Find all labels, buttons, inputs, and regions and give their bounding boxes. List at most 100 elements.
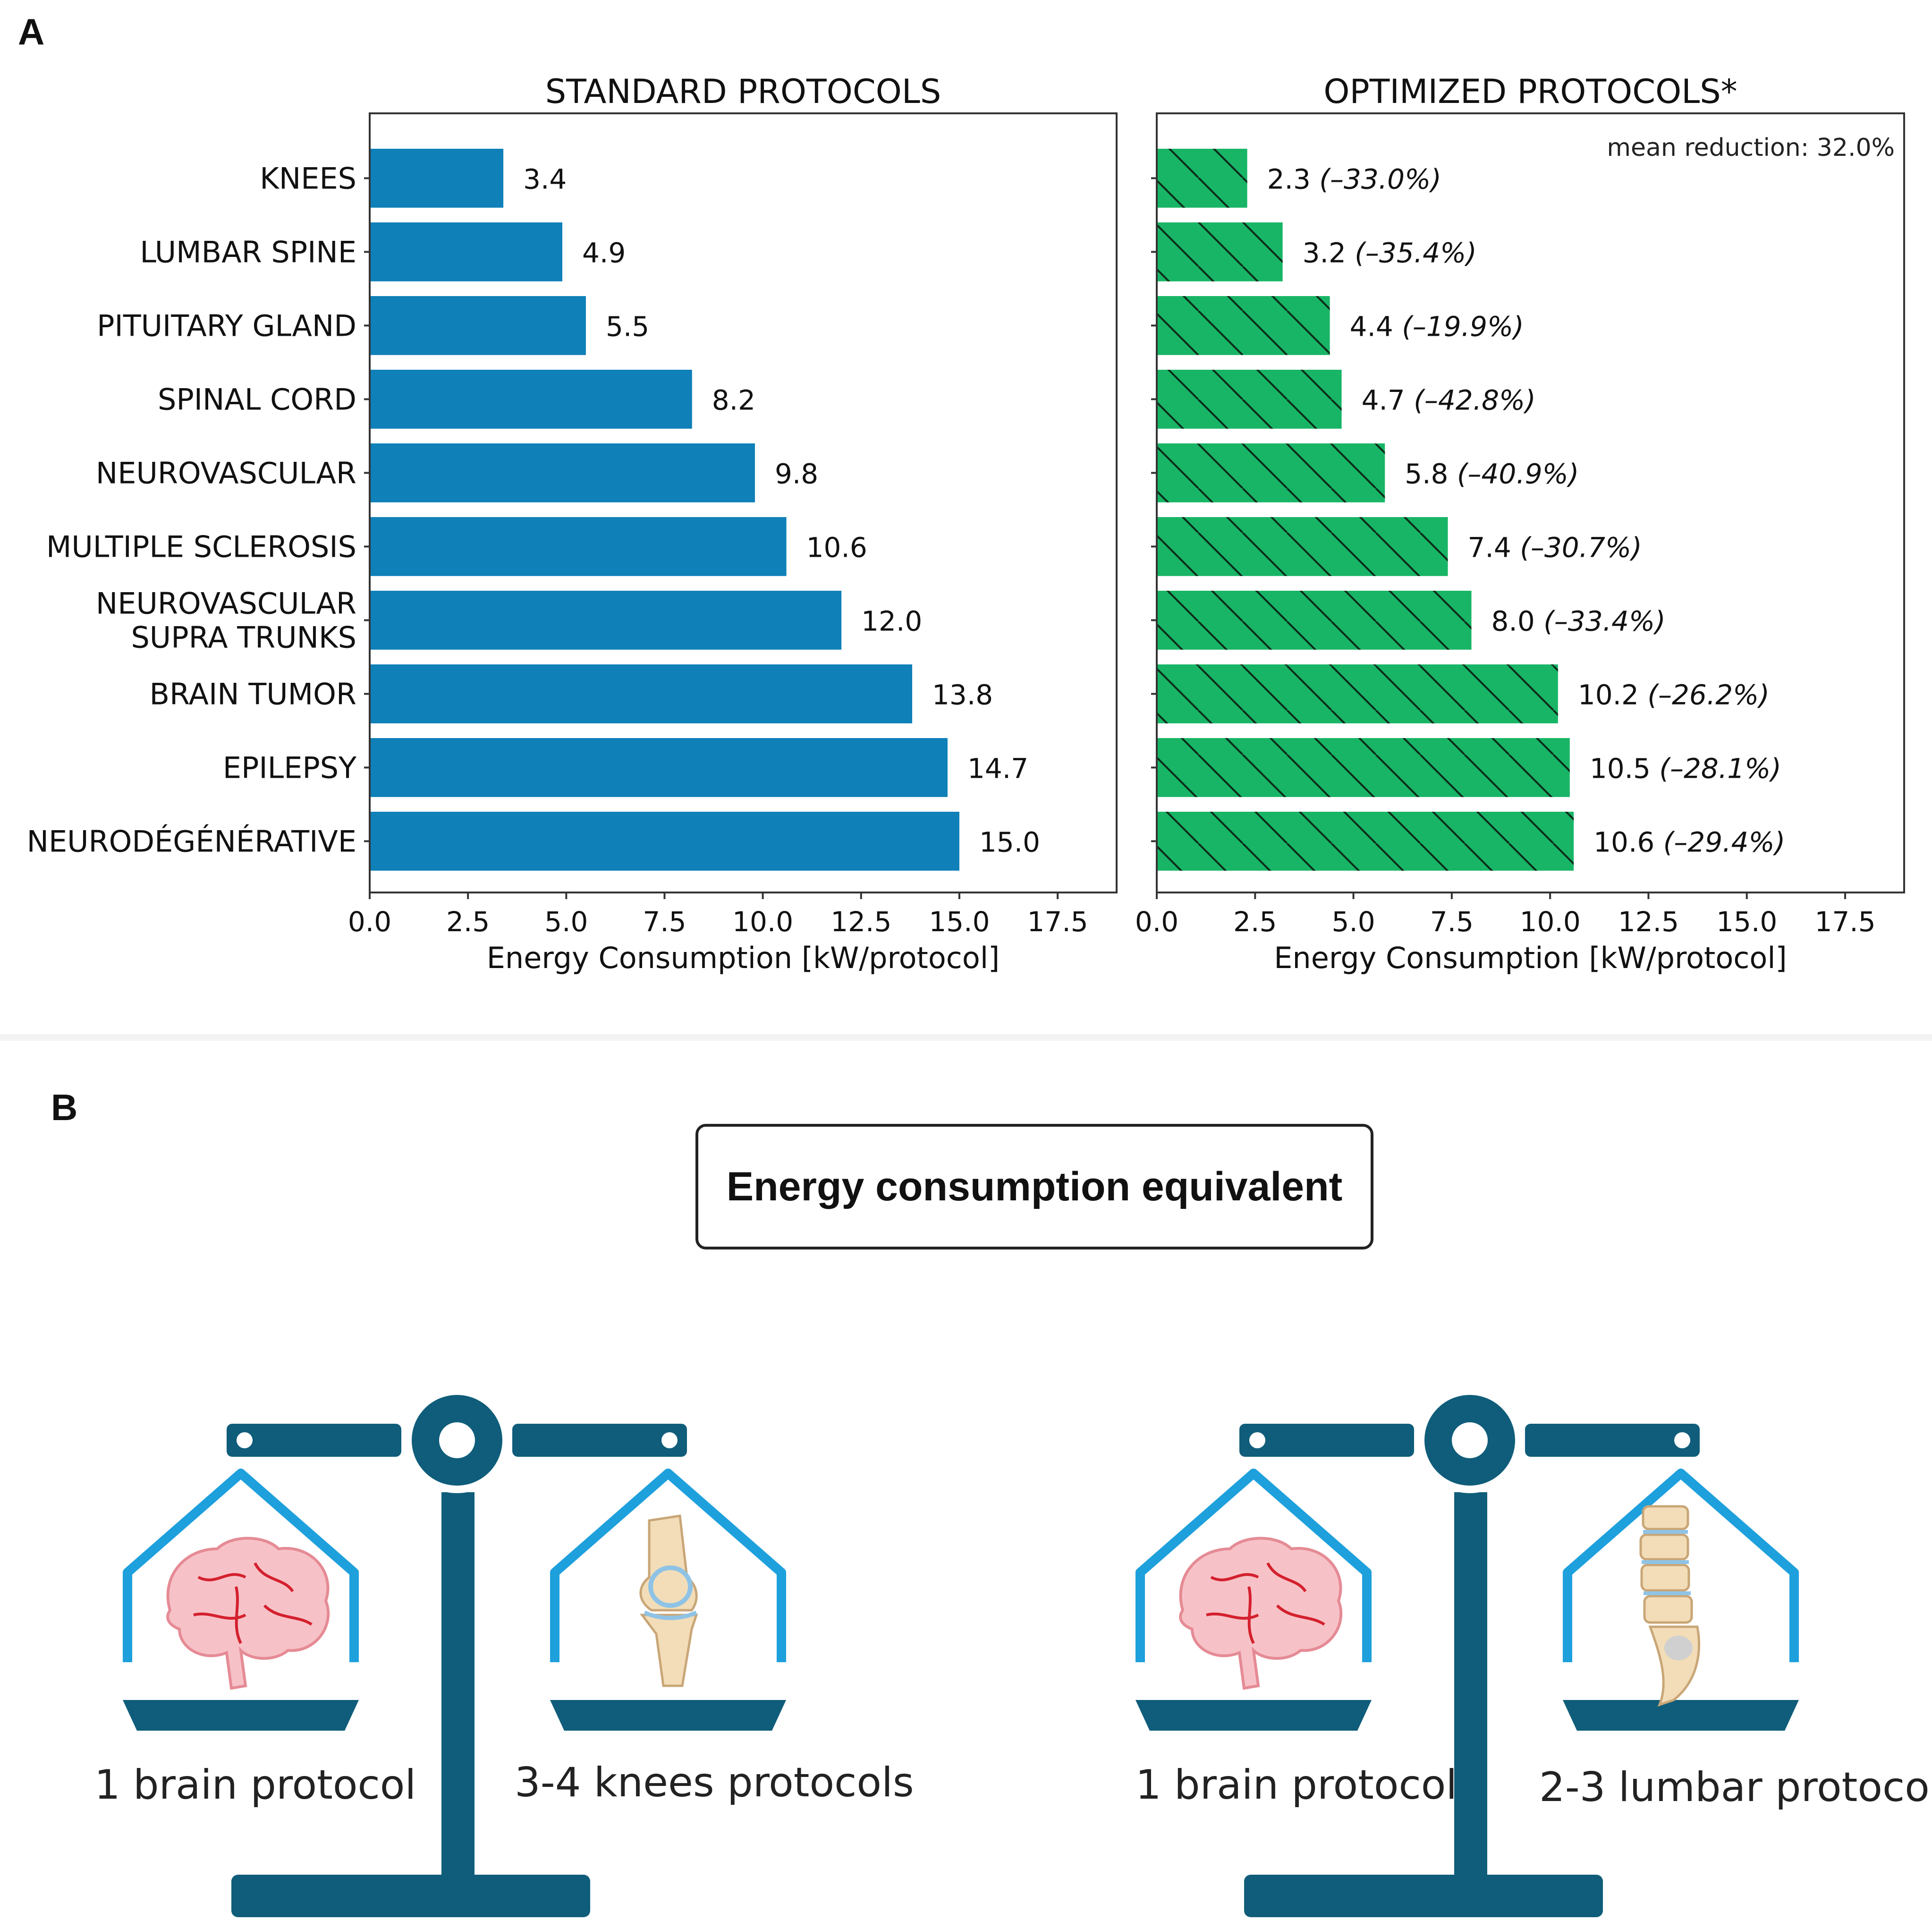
bar-value-label: 4.7 (–42.8%) <box>1362 384 1536 416</box>
chart-title: OPTIMIZED PROTOCOLS* <box>1323 72 1737 111</box>
x-tick-label: 10.0 <box>1520 906 1581 938</box>
mean-reduction-annotation: mean reduction: 32.0% <box>1607 134 1895 162</box>
x-axis-label: Energy Consumption [kW/protocol] <box>487 941 1000 975</box>
left-pan <box>123 1469 359 1731</box>
category-label: EPILEPSY <box>223 750 356 785</box>
balance-scale-1 <box>123 1387 786 1917</box>
scale-1-right-label: 3-4 knees protocols <box>515 1759 914 1806</box>
bar-reduction-label: (–19.9%) <box>1393 310 1524 342</box>
right-pan <box>1563 1469 1799 1731</box>
x-axis-label: Energy Consumption [kW/protocol] <box>1274 941 1787 975</box>
scale-2-right-label: 2-3 lumbar protocols <box>1539 1764 1932 1811</box>
bar-hatch <box>1157 296 1330 355</box>
bar-value-label: 15.0 <box>979 826 1040 858</box>
bar-reduction-label: (–28.1%) <box>1651 752 1781 784</box>
scale-icon <box>227 1387 687 1917</box>
bar-hatch <box>1157 664 1558 723</box>
bar <box>370 222 562 281</box>
bar <box>370 591 842 650</box>
bar-value-label: 13.8 <box>932 679 993 711</box>
bar-hatch <box>1157 517 1448 576</box>
scale-icon <box>1239 1387 1700 1917</box>
bar-value-label: 12.0 <box>861 605 922 637</box>
category-label: NEURODÉGÉNÉRATIVE <box>27 824 356 858</box>
bar-reduction-label: (–33.4%) <box>1535 605 1666 637</box>
bar-value-label: 8.0 (–33.4%) <box>1491 605 1666 637</box>
x-tick-label: 5.0 <box>544 906 588 938</box>
bar-value-label: 4.9 <box>582 237 626 269</box>
left-pan <box>1135 1469 1372 1731</box>
plot-frame <box>369 112 1118 893</box>
bar <box>370 149 504 208</box>
x-tick-label: 10.0 <box>732 906 793 938</box>
bar-value-label: 4.4 (–19.9%) <box>1350 310 1524 342</box>
bar-value-label: 10.2 (–26.2%) <box>1578 679 1770 711</box>
bar-hatch <box>1157 222 1283 281</box>
bar-reduction-label: (–26.2%) <box>1639 679 1770 711</box>
x-tick-label: 5.0 <box>1331 906 1375 938</box>
bar-hatch <box>1157 812 1574 871</box>
energy-equivalent-title: Energy consumption equivalent <box>726 1164 1343 1209</box>
bar-value-label: 7.4 (–30.7%) <box>1468 531 1642 563</box>
bar-value-label: 3.2 (–35.4%) <box>1303 237 1477 269</box>
bar-hatch <box>1157 591 1472 650</box>
plot-frame <box>1156 112 1905 893</box>
energy-equivalent-title-box: Energy consumption equivalent <box>695 1124 1373 1249</box>
knee-joint-icon <box>639 1514 698 1687</box>
bar-reduction-label: (–42.8%) <box>1405 384 1536 416</box>
bar-value-label: 5.5 <box>606 310 649 342</box>
bar-value-label: 10.6 <box>806 531 867 563</box>
bar-value-label: 9.8 <box>775 458 818 490</box>
category-label: BRAIN TUMOR <box>149 677 356 711</box>
x-tick-label: 15.0 <box>1716 906 1777 938</box>
bar-hatch <box>1157 443 1385 502</box>
bar-reduction-label: (–35.4%) <box>1346 237 1477 269</box>
bar-value-label: 10.6 (–29.4%) <box>1593 826 1785 858</box>
bar-value-label: 14.7 <box>967 752 1028 784</box>
bar-value-label: 2.3 (–33.0%) <box>1267 163 1441 195</box>
bar-hatch <box>1157 738 1570 797</box>
bar-value-label: 10.5 (–28.1%) <box>1590 752 1781 784</box>
panel-b-label: B <box>51 1087 78 1128</box>
bar-reduction-label: (–40.9%) <box>1448 458 1579 490</box>
category-label: LUMBAR SPINE <box>140 235 356 269</box>
right-pan <box>550 1469 786 1731</box>
category-label: NEUROVASCULAR <box>96 586 356 620</box>
optimized-protocols-chart: OPTIMIZED PROTOCOLS* 2.3 (–33.0%) 3.2 (–35… <box>1135 72 1905 975</box>
bar-reduction-label: (–29.4%) <box>1654 826 1785 858</box>
x-tick-label: 2.5 <box>446 906 490 938</box>
bar-reduction-label: (–33.0%) <box>1311 163 1441 195</box>
bar <box>370 370 692 429</box>
category-label: MULTIPLE SCLEROSIS <box>46 529 356 564</box>
balance-scale-2 <box>1135 1387 1799 1917</box>
bar <box>370 812 959 871</box>
bar <box>370 443 755 502</box>
category-label: SPINAL CORD <box>158 382 356 416</box>
category-label: SUPRA TRUNKS <box>131 620 356 654</box>
x-tick-label: 2.5 <box>1233 906 1277 938</box>
x-tick-label: 12.5 <box>1618 906 1679 938</box>
bar-hatch <box>1157 149 1247 208</box>
x-tick-label: 17.5 <box>1814 906 1875 938</box>
x-tick-label: 12.5 <box>830 906 891 938</box>
lumbar-spine-icon <box>1639 1505 1700 1707</box>
bar-reduction-label: (–30.7%) <box>1511 531 1642 563</box>
panel-divider <box>0 1034 1932 1041</box>
bar-value-label: 3.4 <box>523 163 567 195</box>
chart-title: STANDARD PROTOCOLS <box>545 72 941 111</box>
category-label: NEUROVASCULAR <box>96 456 356 490</box>
panel-a-charts: STANDARD PROTOCOLS 3.4 KNEES 4.9 LUMBAR SPIN… <box>27 72 1905 975</box>
x-tick-label: 7.5 <box>1430 906 1474 938</box>
bar <box>370 664 913 723</box>
bar-value-label: 8.2 <box>712 384 755 416</box>
panel-a-label: A <box>18 11 45 52</box>
x-tick-label: 7.5 <box>643 906 686 938</box>
brain-icon <box>1179 1537 1343 1690</box>
bar-value-label: 5.8 (–40.9%) <box>1405 458 1579 490</box>
x-tick-label: 0.0 <box>1135 906 1178 938</box>
x-tick-label: 17.5 <box>1027 906 1088 938</box>
scale-1-left-label: 1 brain protocol <box>94 1761 416 1809</box>
standard-protocols-chart: STANDARD PROTOCOLS 3.4 KNEES 4.9 LUMBAR SPIN… <box>27 72 1118 975</box>
bar <box>370 738 948 797</box>
bar-hatch <box>1157 370 1342 429</box>
